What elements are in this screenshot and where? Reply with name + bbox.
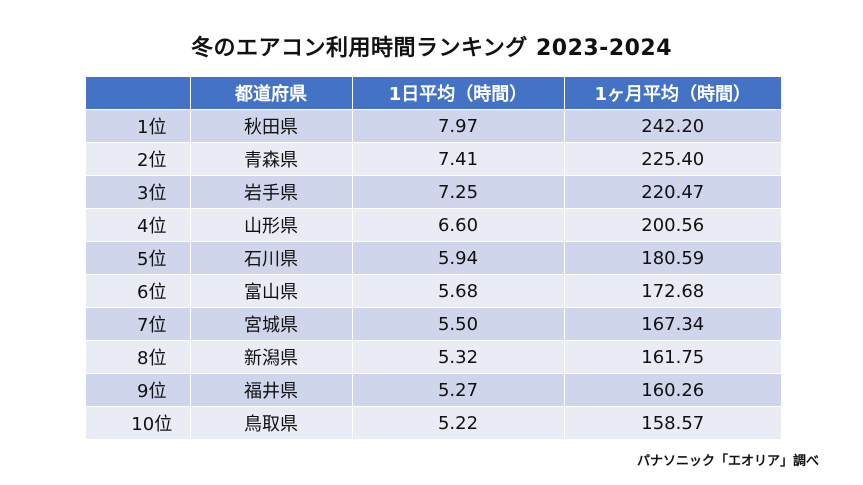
rank-cell: 3位 (86, 175, 191, 209)
rank-cell: 4位 (86, 208, 191, 242)
daily-average-cell: 5.22 (352, 406, 565, 440)
table-row: 10位 鳥取県 5.22 158.57 (86, 406, 781, 440)
table-row: 3位 岩手県 7.25 220.47 (86, 175, 781, 209)
ranking-table: 都道府県 1日平均（時間） 1ヶ月平均（時間） 1位 秋田県 7.97 242.… (86, 77, 781, 440)
daily-average-cell: 5.94 (352, 241, 565, 275)
monthly-average-cell: 180.59 (564, 241, 781, 275)
prefecture-cell: 岩手県 (190, 175, 353, 209)
table-row: 1位 秋田県 7.97 242.20 (86, 109, 781, 143)
monthly-average-cell: 225.40 (564, 142, 781, 176)
daily-average-cell: 5.27 (352, 373, 565, 407)
source-note: パナソニック「エオリア」調べ (636, 454, 819, 469)
prefecture-cell: 石川県 (190, 241, 353, 275)
rank-cell: 8位 (86, 340, 191, 374)
rank-cell: 2位 (86, 142, 191, 176)
daily-average-cell: 7.97 (352, 109, 565, 143)
table-row: 8位 新潟県 5.32 161.75 (86, 340, 781, 374)
daily-average-cell: 7.25 (352, 175, 565, 209)
prefecture-cell: 富山県 (190, 274, 353, 308)
prefecture-cell: 宮城県 (190, 307, 353, 341)
monthly-average-cell: 160.26 (564, 373, 781, 407)
monthly-average-cell: 200.56 (564, 208, 781, 242)
prefecture-cell: 鳥取県 (190, 406, 353, 440)
header-monthly-average: 1ヶ月平均（時間） (564, 77, 781, 110)
header-rank (86, 77, 191, 110)
prefecture-cell: 新潟県 (190, 340, 353, 374)
rank-cell: 5位 (86, 241, 191, 275)
rank-cell: 10位 (86, 406, 191, 440)
table-row: 6位 富山県 5.68 172.68 (86, 274, 781, 308)
table-row: 7位 宮城県 5.50 167.34 (86, 307, 781, 341)
monthly-average-cell: 158.57 (564, 406, 781, 440)
daily-average-cell: 7.41 (352, 142, 565, 176)
prefecture-cell: 青森県 (190, 142, 353, 176)
prefecture-cell: 秋田県 (190, 109, 353, 143)
table-row: 9位 福井県 5.27 160.26 (86, 373, 781, 407)
header-daily-average: 1日平均（時間） (352, 77, 565, 110)
daily-average-cell: 5.50 (352, 307, 565, 341)
prefecture-cell: 山形県 (190, 208, 353, 242)
daily-average-cell: 5.68 (352, 274, 565, 308)
monthly-average-cell: 167.34 (564, 307, 781, 341)
daily-average-cell: 6.60 (352, 208, 565, 242)
monthly-average-cell: 220.47 (564, 175, 781, 209)
rank-cell: 7位 (86, 307, 191, 341)
daily-average-cell: 5.32 (352, 340, 565, 374)
header-prefecture: 都道府県 (190, 77, 353, 110)
rank-cell: 9位 (86, 373, 191, 407)
monthly-average-cell: 172.68 (564, 274, 781, 308)
page-title: 冬のエアコン利用時間ランキング 2023-2024 (190, 36, 673, 61)
monthly-average-cell: 161.75 (564, 340, 781, 374)
prefecture-cell: 福井県 (190, 373, 353, 407)
table-row: 2位 青森県 7.41 225.40 (86, 142, 781, 176)
rank-cell: 6位 (86, 274, 191, 308)
table-row: 5位 石川県 5.94 180.59 (86, 241, 781, 275)
table-row: 4位 山形県 6.60 200.56 (86, 208, 781, 242)
rank-cell: 1位 (86, 109, 191, 143)
table-header-row: 都道府県 1日平均（時間） 1ヶ月平均（時間） (86, 77, 781, 110)
monthly-average-cell: 242.20 (564, 109, 781, 143)
